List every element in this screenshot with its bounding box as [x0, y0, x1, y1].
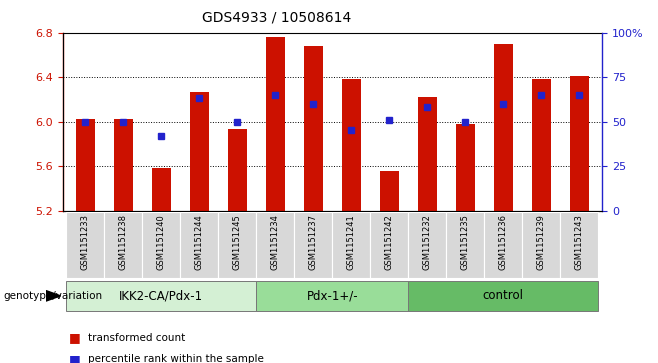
Text: GSM1151238: GSM1151238 [119, 214, 128, 270]
Bar [560, 212, 598, 278]
Bar [408, 212, 446, 278]
Bar [142, 212, 180, 278]
Text: GSM1151235: GSM1151235 [461, 214, 470, 270]
Text: GSM1151244: GSM1151244 [195, 214, 204, 270]
Bar [66, 212, 105, 278]
Text: GSM1151236: GSM1151236 [499, 214, 508, 270]
Bar [218, 212, 257, 278]
Text: GSM1151232: GSM1151232 [423, 214, 432, 270]
Text: GSM1151241: GSM1151241 [347, 214, 356, 270]
Bar [304, 46, 323, 211]
Bar [380, 171, 399, 211]
Bar [257, 281, 408, 311]
Text: GSM1151234: GSM1151234 [271, 214, 280, 270]
Polygon shape [46, 291, 61, 301]
Bar [266, 37, 285, 211]
Text: GSM1151237: GSM1151237 [309, 214, 318, 270]
Text: percentile rank within the sample: percentile rank within the sample [88, 354, 263, 363]
Bar [294, 212, 332, 278]
Text: GSM1151243: GSM1151243 [575, 214, 584, 270]
Text: ■: ■ [69, 353, 81, 363]
Bar [456, 124, 475, 211]
Bar [190, 91, 209, 211]
Text: GSM1151239: GSM1151239 [537, 214, 545, 270]
Text: Pdx-1+/-: Pdx-1+/- [307, 289, 358, 302]
Text: genotype/variation: genotype/variation [3, 291, 103, 301]
Text: control: control [483, 289, 524, 302]
Text: ■: ■ [69, 331, 81, 344]
Text: GDS4933 / 10508614: GDS4933 / 10508614 [202, 11, 351, 25]
Bar [494, 44, 513, 211]
Text: GSM1151245: GSM1151245 [233, 214, 241, 270]
Bar [332, 212, 370, 278]
Bar [342, 79, 361, 211]
Bar [370, 212, 408, 278]
Bar [570, 76, 589, 211]
Bar [418, 97, 437, 211]
Bar [114, 119, 133, 211]
Bar [532, 79, 551, 211]
Bar [66, 281, 257, 311]
Bar [105, 212, 142, 278]
Text: IKK2-CA/Pdx-1: IKK2-CA/Pdx-1 [119, 289, 203, 302]
Text: GSM1151233: GSM1151233 [81, 214, 89, 270]
Bar [152, 168, 171, 211]
Bar [446, 212, 484, 278]
Bar [228, 129, 247, 211]
Text: transformed count: transformed count [88, 333, 185, 343]
Bar [522, 212, 560, 278]
Bar [408, 281, 598, 311]
Bar [180, 212, 218, 278]
Text: GSM1151240: GSM1151240 [157, 214, 166, 270]
Bar [484, 212, 522, 278]
Bar [257, 212, 294, 278]
Text: GSM1151242: GSM1151242 [385, 214, 393, 270]
Bar [76, 119, 95, 211]
